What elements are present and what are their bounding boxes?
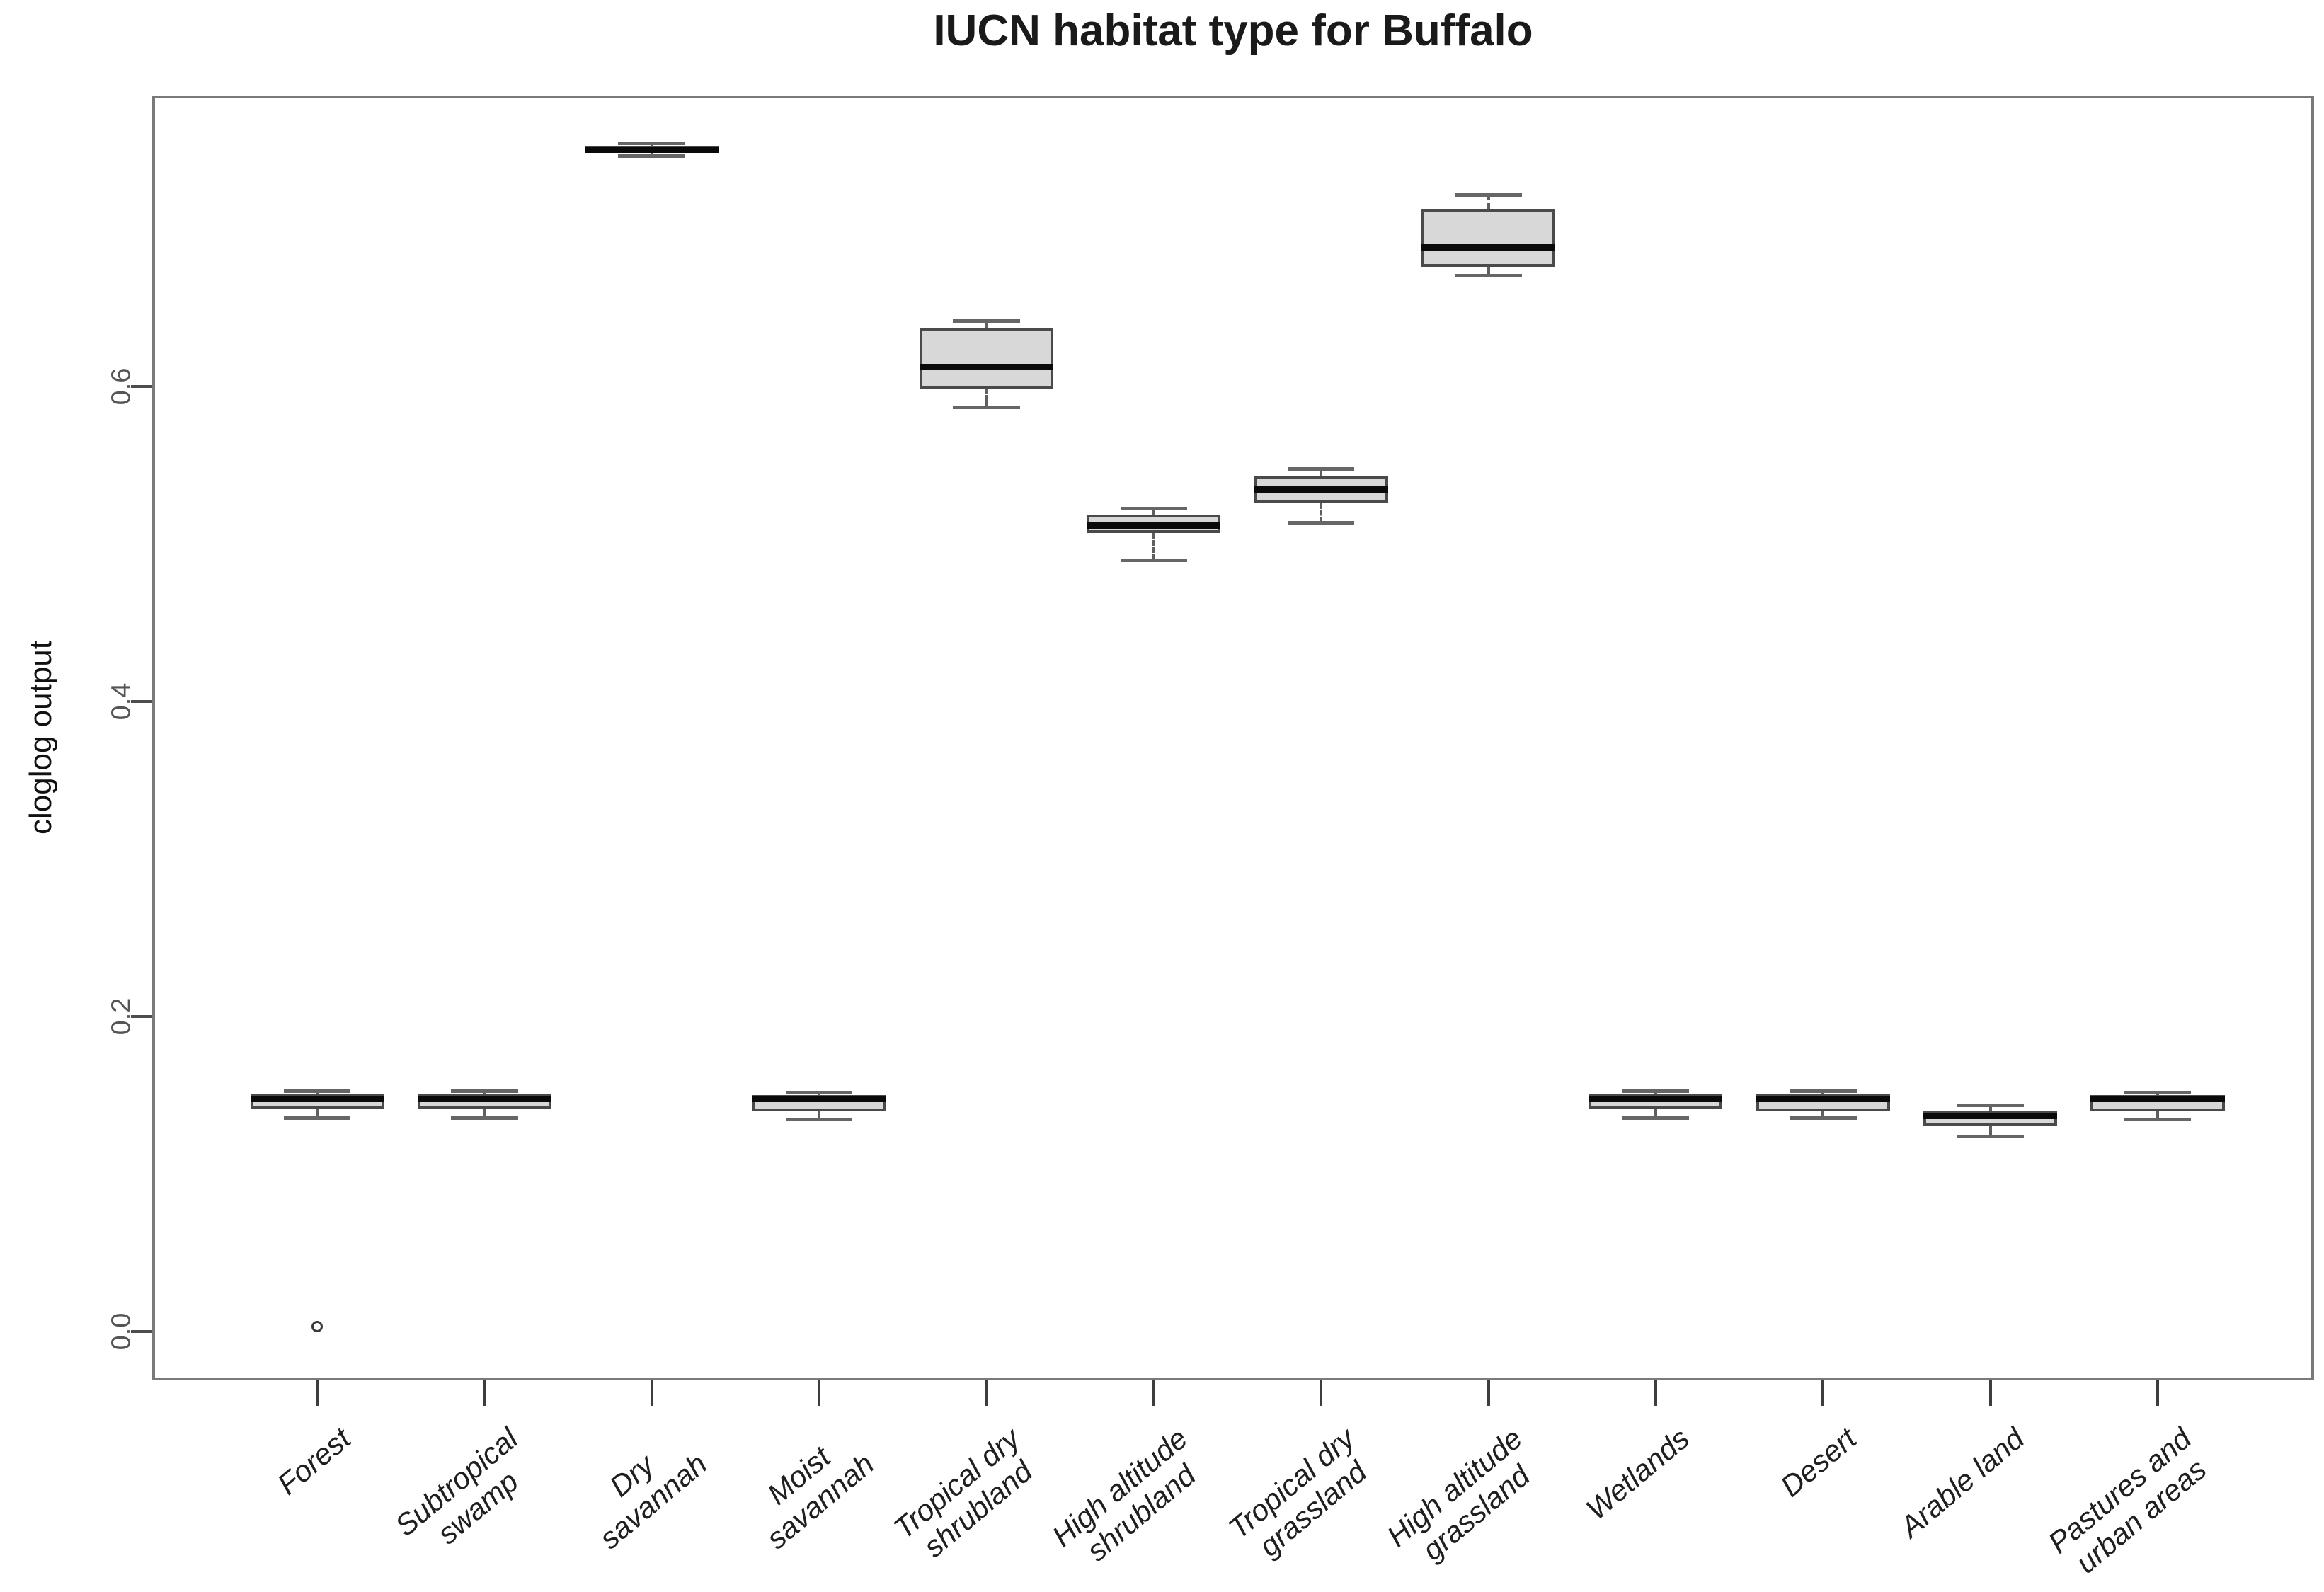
y-tick — [131, 385, 152, 389]
lower-whisker-stem — [650, 152, 653, 156]
lower-whisker-stem — [1320, 503, 1323, 522]
lower-whisker-cap — [283, 1116, 351, 1120]
lower-whisker-cap — [1120, 559, 1188, 563]
median-line — [1756, 1095, 1890, 1102]
median-line — [250, 1095, 384, 1102]
y-tick-label: 0.4 — [106, 682, 137, 721]
y-tick-label: 0.2 — [106, 997, 137, 1036]
lower-whisker-cap — [1957, 1135, 2024, 1139]
upper-whisker-cap — [618, 141, 686, 145]
x-tick — [1487, 1380, 1490, 1406]
x-tick — [818, 1380, 821, 1406]
x-tick-label: High altitude grassland — [1380, 1421, 1536, 1567]
y-tick-label: 0.6 — [106, 368, 137, 406]
lower-whisker-cap — [2124, 1117, 2192, 1121]
x-tick-label: Tropical dry grassland — [1222, 1421, 1373, 1564]
lower-whisker-stem — [483, 1109, 486, 1118]
x-tick-label: Subtropical swamp — [389, 1421, 525, 1551]
lower-whisker-stem — [985, 388, 988, 408]
lower-whisker-cap — [1790, 1116, 1857, 1120]
upper-whisker-cap — [953, 319, 1020, 323]
lower-whisker-cap — [1287, 520, 1355, 525]
x-tick — [1320, 1380, 1323, 1406]
lower-whisker-cap — [785, 1117, 853, 1121]
x-tick — [483, 1380, 486, 1406]
lower-whisker-stem — [1821, 1111, 1825, 1118]
x-tick-label: Moist savannah — [760, 1440, 881, 1556]
lower-whisker-cap — [1622, 1116, 1690, 1120]
x-tick — [650, 1380, 653, 1406]
y-axis-title: cloglog output — [23, 641, 58, 835]
lower-whisker-cap — [618, 154, 686, 158]
x-tick-label: Pastures and urban areas — [2042, 1421, 2213, 1580]
x-tick-label: High altitude shrubland — [1045, 1421, 1202, 1568]
upper-whisker-cap — [1287, 467, 1355, 471]
y-tick — [131, 700, 152, 704]
x-tick-label: Arable land — [1893, 1421, 2030, 1544]
chart-title: IUCN habitat type for Buffalo — [933, 6, 1533, 55]
median-line — [919, 363, 1054, 370]
lower-whisker-stem — [1152, 533, 1155, 561]
median-line — [1421, 244, 1556, 251]
median-line — [585, 146, 719, 153]
median-line — [1589, 1095, 1723, 1102]
upper-whisker-cap — [1957, 1103, 2024, 1107]
x-tick — [1152, 1380, 1155, 1406]
box — [1421, 209, 1556, 268]
median-line — [1087, 522, 1221, 529]
upper-whisker-cap — [451, 1089, 518, 1093]
lower-whisker-stem — [1988, 1125, 1992, 1137]
y-tick — [131, 1015, 152, 1019]
upper-whisker-cap — [785, 1090, 853, 1094]
upper-whisker-cap — [2124, 1090, 2192, 1094]
y-tick — [131, 1330, 152, 1334]
x-tick — [1654, 1380, 1657, 1406]
lower-whisker-cap — [1455, 273, 1522, 277]
x-tick — [316, 1380, 319, 1406]
x-tick — [1821, 1380, 1825, 1406]
x-tick-label: Forest — [270, 1421, 357, 1501]
lower-whisker-stem — [1654, 1109, 1657, 1118]
median-line — [752, 1095, 886, 1102]
upper-whisker-cap — [1455, 193, 1522, 197]
lower-whisker-stem — [316, 1109, 319, 1118]
median-line — [1923, 1113, 2058, 1120]
x-tick-label: Dry savannah — [593, 1447, 714, 1556]
median-line — [1254, 486, 1388, 493]
median-line — [417, 1095, 551, 1102]
upper-whisker-stem — [1320, 469, 1323, 477]
lower-whisker-stem — [1487, 267, 1490, 275]
lower-whisker-stem — [2156, 1111, 2159, 1119]
upper-whisker-cap — [283, 1089, 351, 1093]
x-tick-label: Tropical dry shrubland — [887, 1421, 1039, 1564]
median-line — [2090, 1095, 2225, 1102]
lower-whisker-stem — [818, 1111, 821, 1119]
upper-whisker-cap — [1622, 1089, 1690, 1093]
x-tick — [2156, 1380, 2159, 1406]
upper-whisker-stem — [1988, 1104, 1992, 1111]
lower-whisker-cap — [953, 406, 1020, 410]
upper-whisker-stem — [1152, 508, 1155, 515]
upper-whisker-cap — [1790, 1089, 1857, 1093]
x-tick-label: Desert — [1774, 1421, 1863, 1504]
x-tick — [985, 1380, 988, 1406]
upper-whisker-stem — [985, 321, 988, 329]
upper-whisker-stem — [1487, 195, 1490, 210]
y-tick-label: 0.0 — [106, 1312, 137, 1351]
x-tick — [1988, 1380, 1992, 1406]
upper-whisker-cap — [1120, 506, 1188, 510]
box — [919, 328, 1054, 389]
lower-whisker-cap — [451, 1116, 518, 1120]
plot-area — [152, 96, 2314, 1380]
x-tick-label: Wetlands — [1579, 1421, 1696, 1527]
outlier-point — [311, 1321, 324, 1333]
